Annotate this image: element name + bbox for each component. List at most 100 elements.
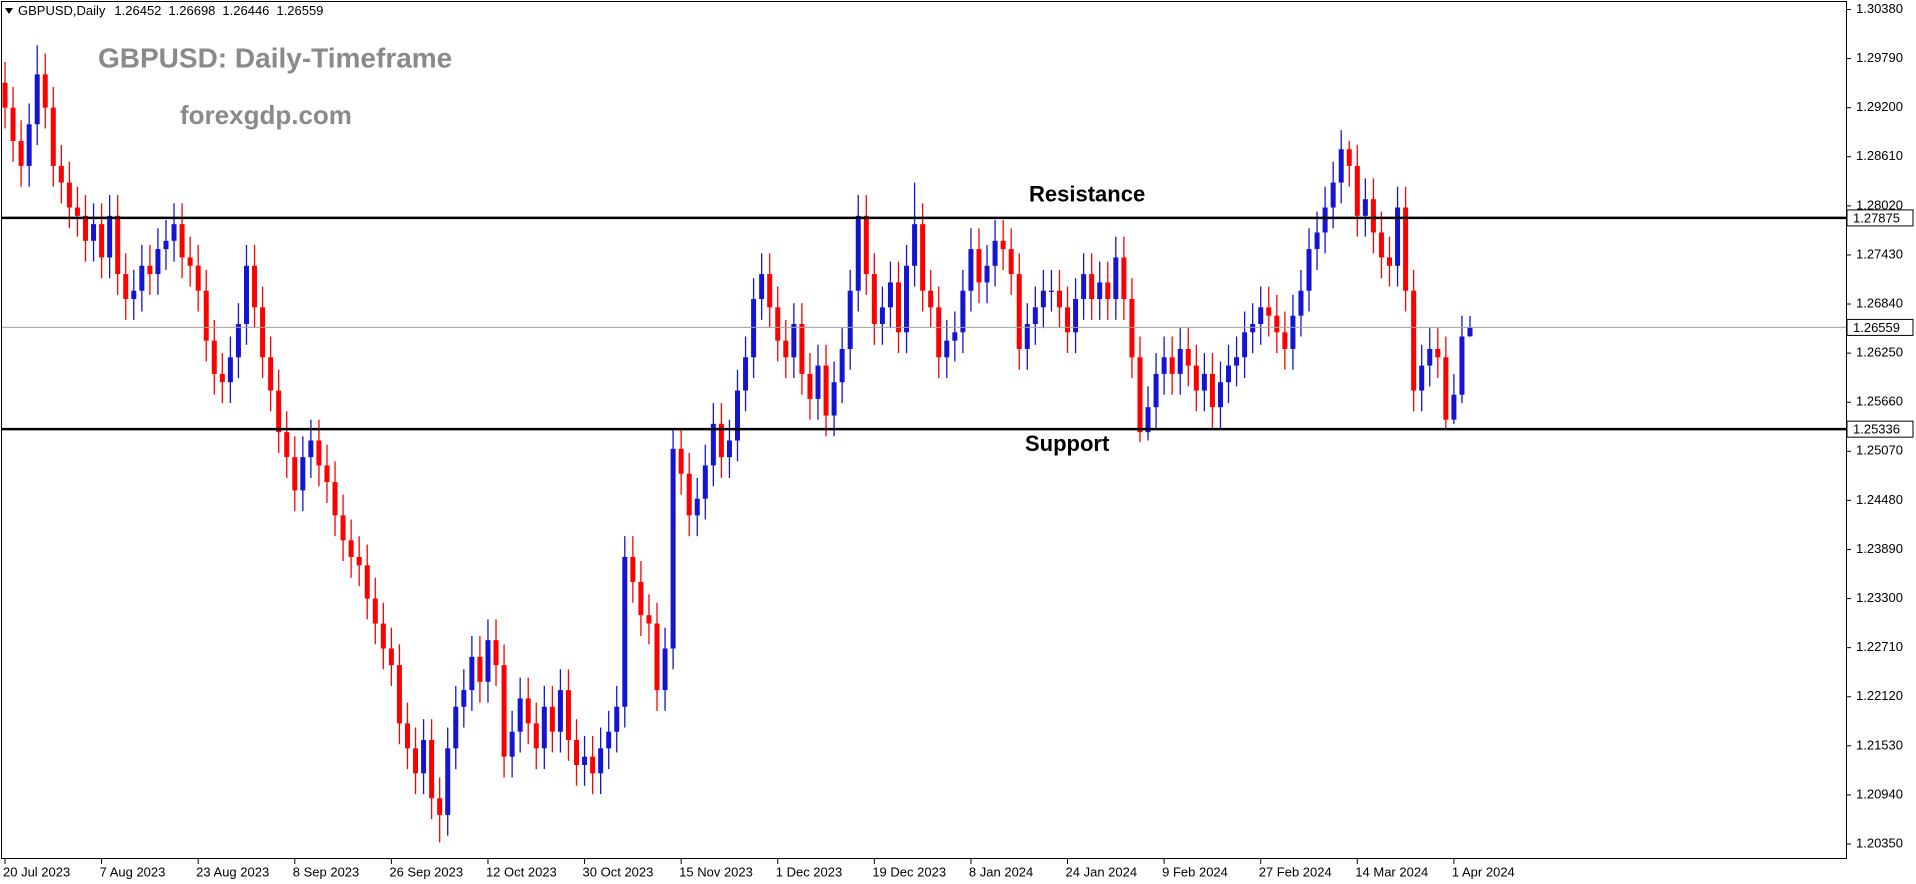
candle-body	[920, 224, 926, 291]
candle-body	[243, 265, 249, 324]
candle-body	[871, 274, 877, 324]
candle-body	[445, 748, 451, 815]
candle-body	[1201, 373, 1207, 391]
candle-body	[332, 482, 338, 516]
candle-body	[654, 623, 660, 691]
candle-body	[219, 373, 225, 383]
candle-body	[388, 648, 394, 666]
candle-body	[1008, 249, 1014, 275]
candle-body	[952, 332, 958, 341]
candle-body	[187, 257, 193, 266]
candle-body	[1097, 282, 1103, 300]
candle-body	[1306, 249, 1312, 291]
candle-body	[195, 265, 201, 291]
candle-body	[1177, 348, 1183, 374]
candle-body	[823, 365, 829, 416]
candle-body	[413, 748, 419, 774]
y-tick-label: 1.25070	[1856, 443, 1903, 458]
level-annotation: Resistance	[1029, 182, 1145, 207]
candle-body	[123, 274, 129, 300]
x-tick-label: 8 Jan 2024	[969, 864, 1033, 879]
candle-body	[1073, 299, 1079, 333]
candle-body	[1362, 199, 1368, 216]
candle-body	[1427, 348, 1433, 366]
candle-body	[847, 290, 853, 349]
y-tick-label: 1.29200	[1856, 99, 1903, 114]
y-tick-label: 1.21530	[1856, 737, 1903, 752]
candle-body	[904, 265, 910, 333]
y-tick-label: 1.22710	[1856, 639, 1903, 654]
candle-body	[743, 357, 749, 391]
header-close: 1.26559	[276, 3, 323, 18]
header-high: 1.26698	[168, 3, 215, 18]
candle-body	[759, 274, 765, 300]
candle-body	[1056, 290, 1062, 308]
candle-body	[1250, 323, 1256, 333]
candle-body	[324, 465, 330, 483]
candle-body	[171, 224, 177, 241]
candle-body	[1137, 357, 1143, 433]
candle-body	[404, 723, 410, 749]
candle-body	[66, 182, 72, 208]
candle-body	[1314, 232, 1320, 250]
candle-body	[1226, 365, 1232, 383]
candle-body	[364, 565, 370, 599]
candle-body	[1411, 290, 1417, 391]
candle-body	[268, 357, 274, 391]
candle-body	[1266, 307, 1272, 316]
candle-body	[34, 74, 40, 125]
candle-body	[493, 640, 499, 666]
level-price-box	[1846, 420, 1914, 438]
candle-body	[1169, 357, 1175, 374]
y-tick-label: 1.20350	[1856, 835, 1903, 850]
candle-body	[1443, 357, 1449, 420]
candle-body	[461, 690, 467, 707]
candle-body	[533, 723, 539, 749]
y-tick-label: 1.29790	[1856, 50, 1903, 65]
x-tick-label: 14 Mar 2024	[1355, 864, 1428, 879]
x-tick-label: 12 Oct 2023	[486, 864, 557, 879]
candle-body	[839, 348, 845, 383]
x-tick-label: 8 Sep 2023	[293, 864, 360, 879]
level-price-box	[1846, 209, 1914, 227]
candle-body	[992, 240, 998, 266]
y-tick-label: 1.20940	[1856, 786, 1903, 801]
candle-body	[1290, 315, 1296, 349]
candle-body	[678, 448, 684, 474]
candle-body	[10, 107, 16, 141]
candle-body	[1129, 299, 1135, 358]
candle-body	[501, 665, 507, 757]
candle-body	[1048, 290, 1054, 292]
candle-body	[1016, 274, 1022, 349]
candle-body	[710, 423, 716, 466]
y-tick-label: 1.23300	[1856, 590, 1903, 605]
x-tick-label: 20 Jul 2023	[3, 864, 70, 879]
candle-body	[1065, 307, 1071, 333]
y-tick-label: 1.26840	[1856, 295, 1903, 310]
candle-body	[1217, 382, 1223, 408]
candle-body	[1209, 373, 1215, 408]
candle-body	[622, 556, 628, 707]
candle-body	[340, 515, 346, 541]
candle-body	[1024, 323, 1030, 349]
level-price-label: 1.27875	[1853, 210, 1900, 225]
candle-body	[50, 107, 56, 166]
candle-body	[1113, 257, 1119, 300]
candle-body	[227, 357, 233, 383]
menu-arrow[interactable]	[5, 8, 13, 14]
candle-body	[147, 265, 153, 275]
candle-body	[1298, 290, 1304, 316]
x-tick-label: 19 Dec 2023	[872, 864, 946, 879]
candle-body	[984, 265, 990, 283]
candle-body	[26, 124, 32, 166]
candle-body	[469, 656, 475, 691]
candle-body	[1322, 207, 1328, 233]
candle-body	[1354, 165, 1360, 216]
candle-body	[1121, 257, 1127, 300]
candle-body	[163, 240, 169, 250]
candle-body	[726, 440, 732, 458]
candle-body	[1346, 149, 1352, 166]
candle-body	[815, 365, 821, 399]
candle-body	[646, 615, 652, 624]
